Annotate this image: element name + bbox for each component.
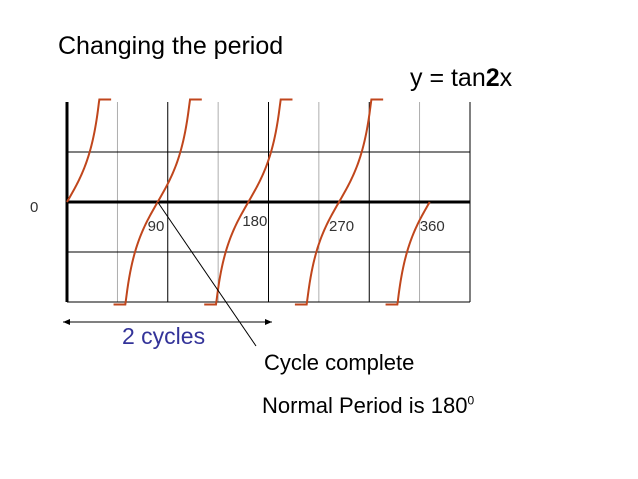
equation-prefix: y = tan [410,64,486,92]
equation-label: y = tan2x [410,64,512,93]
span-label: 2 cycles [122,323,206,349]
span-arrow-left-head [63,319,70,325]
cycle-complete-pointer [157,201,257,347]
tick-labels: 0 90 180 270 360 [30,199,445,235]
equation-suffix: x [499,64,513,92]
period-note: Normal Period is 1800 [262,393,474,419]
tan-branch [66,98,112,203]
x-tick-label: 180 [242,213,267,230]
tan-curve [66,98,431,306]
slide-title: Changing the period [58,32,284,60]
annotations [63,201,272,347]
span-arrow-right-head [265,319,272,325]
origin-label: 0 [30,199,38,216]
grid [65,102,471,303]
cycle-complete-note: Cycle complete [264,350,415,375]
tan-branch [204,98,293,306]
x-tick-label: 360 [420,218,445,235]
tan-branch [385,201,431,306]
x-tick-label: 90 [148,218,165,235]
equation-coefficient: 2 [485,64,500,92]
period-note-text: Normal Period is 180 [262,393,468,418]
tan-branch [294,98,384,306]
period-degree: 0 [467,393,475,408]
x-tick-label: 270 [329,218,354,235]
